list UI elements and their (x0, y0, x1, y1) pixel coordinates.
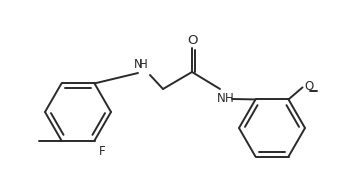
Text: H: H (225, 92, 234, 105)
Text: N: N (217, 92, 226, 105)
Text: O: O (188, 35, 198, 47)
Text: O: O (304, 80, 314, 93)
Text: H: H (139, 58, 148, 71)
Text: N: N (134, 58, 143, 71)
Text: F: F (99, 145, 105, 158)
